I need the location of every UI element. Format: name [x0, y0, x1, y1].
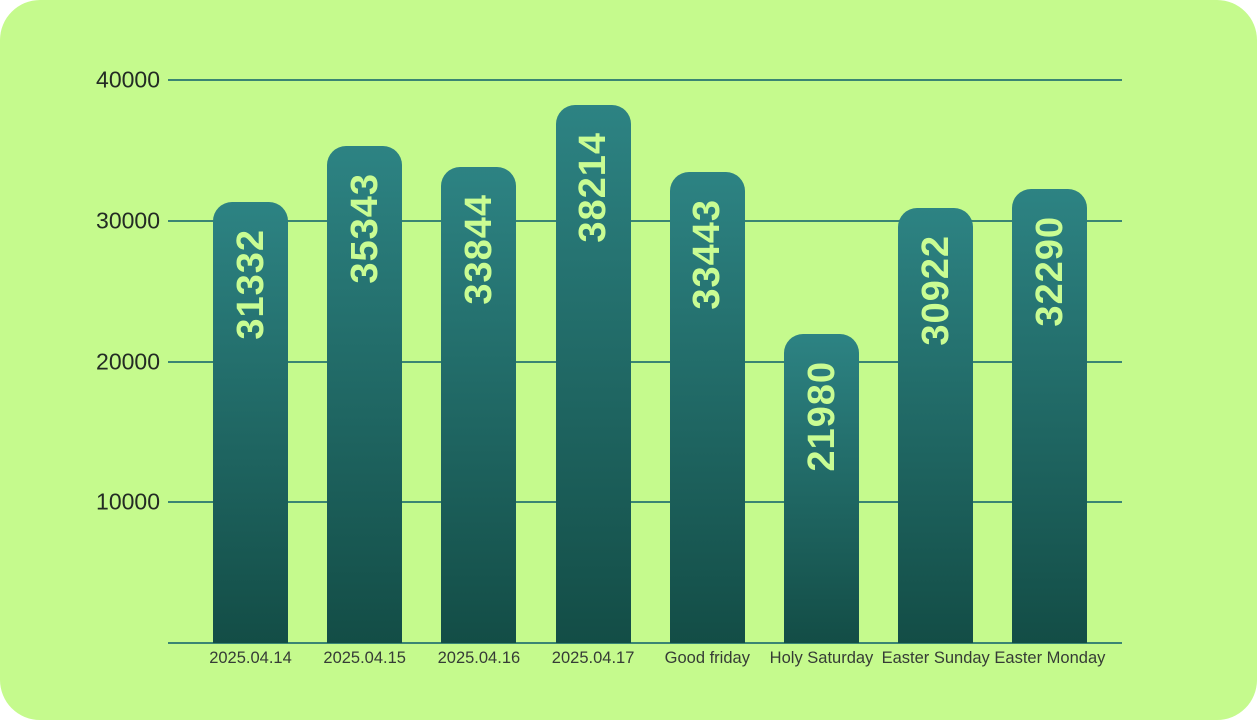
bar-2025-04-17: 38214: [555, 105, 631, 643]
bar-holy-saturday: 21980: [784, 334, 859, 643]
x-axis-line: [168, 642, 1122, 644]
bar-good-friday: 33443: [669, 172, 745, 643]
y-axis-tick-label: 30000: [96, 207, 160, 234]
x-axis-category-label: Holy Saturday: [769, 649, 874, 667]
gridline-20000: [168, 360, 1122, 363]
bar-value-label: 32290: [1028, 216, 1071, 327]
x-axis-category-label: 2025.04.14: [209, 649, 292, 667]
bar-value-label: 30922: [914, 235, 957, 346]
x-axis-category-label: 2025.04.17: [551, 649, 635, 667]
gridline-40000: [168, 79, 1122, 81]
bar-value-label: 33844: [457, 194, 500, 305]
bar-value-label: 33443: [686, 199, 729, 310]
gridline-10000: [168, 501, 1122, 504]
gridline-30000: [168, 219, 1122, 222]
bar-easter-monday: 32290: [1012, 189, 1088, 643]
bar-value-label: 21980: [800, 361, 843, 472]
y-axis-tick-label: 40000: [96, 66, 160, 93]
bar-2025-04-16: 33844: [441, 167, 517, 643]
bar-2025-04-14: 31332: [213, 202, 288, 643]
y-axis-tick-label: 20000: [96, 348, 160, 374]
bar-value-label: 35343: [343, 173, 386, 284]
x-axis-category-label: 2025.04.15: [323, 649, 406, 667]
x-axis-category-label: Easter Monday: [994, 649, 1106, 667]
x-axis-category-label: Easter Sunday: [881, 649, 990, 667]
bar-value-label: 31332: [229, 229, 272, 340]
bar-easter-sunday: 30922: [898, 208, 974, 643]
bar-value-label: 38214: [572, 132, 615, 243]
x-axis-category-label: 2025.04.16: [437, 649, 521, 667]
bar-2025-04-15: 35343: [327, 146, 403, 643]
x-axis-category-label: Good friday: [664, 649, 750, 667]
y-axis-tick-label: 10000: [96, 488, 160, 515]
